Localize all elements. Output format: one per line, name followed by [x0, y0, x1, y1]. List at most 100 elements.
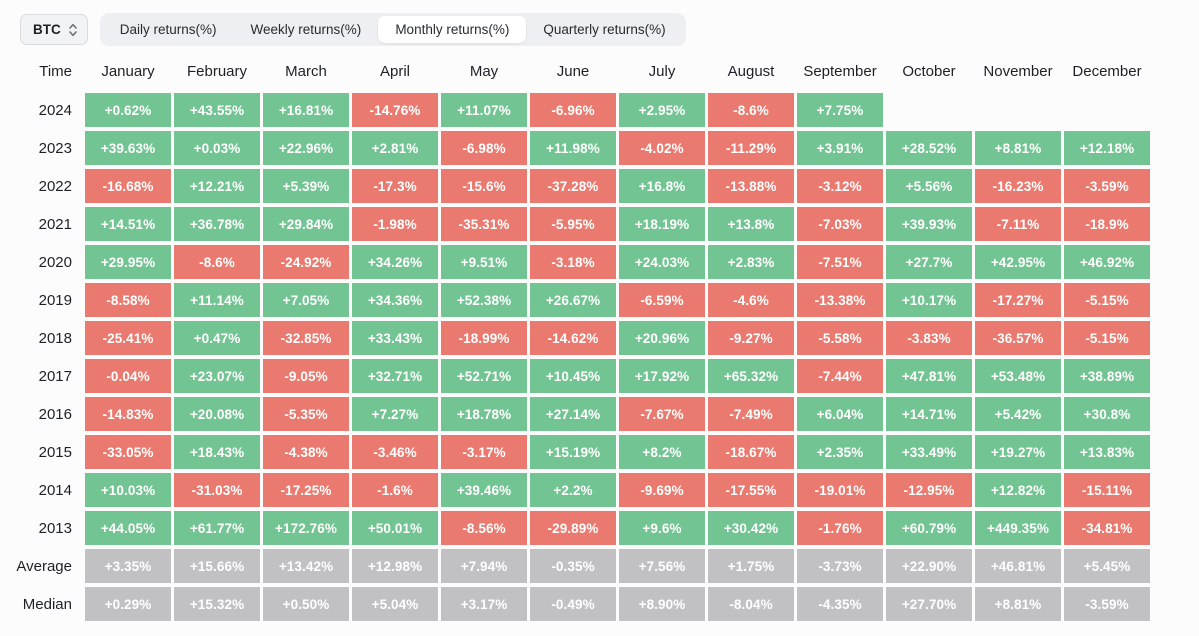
month-column-header: January	[101, 62, 155, 80]
return-cell: +30.8%	[1064, 397, 1150, 431]
return-cell: +18.19%	[619, 207, 705, 241]
table-row-2024: 2024 +0.62% +43.55% +16.81% -14.76% +11.07% -6…	[0, 93, 1199, 127]
table-row-2015: 2015 -33.05% +18.43% -4.38% -3.46% -3.17% +15.…	[0, 435, 1199, 469]
return-cell: +52.38%	[441, 283, 527, 317]
return-cell: +2.35%	[797, 435, 883, 469]
return-cell: +172.76%	[263, 511, 349, 545]
return-cell: -17.55%	[708, 473, 794, 507]
return-cell: +30.42%	[708, 511, 794, 545]
return-cell: +0.29%	[85, 587, 171, 621]
return-cell: +22.96%	[263, 131, 349, 165]
return-cell: +24.03%	[619, 245, 705, 279]
return-cell: -37.28%	[530, 169, 616, 203]
row-label: 2023	[38, 139, 72, 157]
return-cell: +39.63%	[85, 131, 171, 165]
return-cell: +27.14%	[530, 397, 616, 431]
return-cell: -3.18%	[530, 245, 616, 279]
table-row-2013: 2013 +44.05% +61.77% +172.76% +50.01% -8.56% -…	[0, 511, 1199, 545]
return-cell: +33.49%	[886, 435, 972, 469]
table-row-2017: 2017 -0.04% +23.07% -9.05% +32.71% +52.71% +10…	[0, 359, 1199, 393]
return-cell: +47.81%	[886, 359, 972, 393]
return-cell: +0.50%	[263, 587, 349, 621]
return-cell	[886, 93, 972, 127]
month-column-header: December	[1072, 62, 1142, 80]
row-label: 2022	[38, 177, 72, 195]
return-cell: +39.46%	[441, 473, 527, 507]
tab-monthly-returns[interactable]: Monthly returns(%)	[378, 16, 527, 43]
row-label: 2020	[38, 253, 72, 271]
return-cell: -11.29%	[708, 131, 794, 165]
return-cell: +7.27%	[352, 397, 438, 431]
return-cell: +5.39%	[263, 169, 349, 203]
return-cell: -9.69%	[619, 473, 705, 507]
return-cell: -35.31%	[441, 207, 527, 241]
return-cell: +12.82%	[975, 473, 1061, 507]
return-cell: -29.89%	[530, 511, 616, 545]
return-cell: -13.38%	[797, 283, 883, 317]
return-cell: +27.7%	[886, 245, 972, 279]
return-cell: +18.43%	[174, 435, 260, 469]
return-cell: -7.03%	[797, 207, 883, 241]
tab-weekly-returns[interactable]: Weekly returns(%)	[250, 22, 362, 37]
select-updown-icon	[68, 22, 78, 38]
return-cell: -3.73%	[797, 549, 883, 583]
return-cell: -15.6%	[441, 169, 527, 203]
return-cell: -8.6%	[174, 245, 260, 279]
row-label: 2019	[38, 291, 72, 309]
return-cell: +2.83%	[708, 245, 794, 279]
return-cell: -5.35%	[263, 397, 349, 431]
row-label: 2014	[38, 481, 72, 499]
return-cell: +28.52%	[886, 131, 972, 165]
tab-daily-returns[interactable]: Daily returns(%)	[119, 22, 217, 37]
return-cell: +15.32%	[174, 587, 260, 621]
return-cell	[1064, 93, 1150, 127]
return-cell: -4.02%	[619, 131, 705, 165]
row-label: 2024	[38, 101, 72, 119]
table-row-2023: 2023 +39.63% +0.03% +22.96% +2.81% -6.98% +11.…	[0, 131, 1199, 165]
return-cell: -7.11%	[975, 207, 1061, 241]
return-cell: -0.35%	[530, 549, 616, 583]
month-column-header: June	[556, 62, 590, 80]
return-cell: +46.81%	[975, 549, 1061, 583]
return-cell: -18.99%	[441, 321, 527, 355]
monthly-returns-table: Time January February March April May June Jul…	[0, 60, 1199, 621]
return-cell: -3.46%	[352, 435, 438, 469]
return-cell: +20.96%	[619, 321, 705, 355]
return-cell: -6.98%	[441, 131, 527, 165]
return-cell: -36.57%	[975, 321, 1061, 355]
return-cell: +0.03%	[174, 131, 260, 165]
return-cell: -18.9%	[1064, 207, 1150, 241]
return-cell: +8.81%	[975, 587, 1061, 621]
return-cell: +43.55%	[174, 93, 260, 127]
return-cell: -25.41%	[85, 321, 171, 355]
return-cell: -5.58%	[797, 321, 883, 355]
return-cell: +2.95%	[619, 93, 705, 127]
tab-quarterly-returns[interactable]: Quarterly returns(%)	[543, 22, 666, 37]
return-cell: -19.01%	[797, 473, 883, 507]
return-cell: +7.75%	[797, 93, 883, 127]
return-cell: +60.79%	[886, 511, 972, 545]
return-cell: +5.42%	[975, 397, 1061, 431]
table-row-average: Average +3.35% +15.66% +13.42% +12.98% +7.94%…	[0, 549, 1199, 583]
return-cell: -12.95%	[886, 473, 972, 507]
return-cell: +19.27%	[975, 435, 1061, 469]
return-cell: -7.67%	[619, 397, 705, 431]
return-cell: -17.27%	[975, 283, 1061, 317]
return-cell: -18.67%	[708, 435, 794, 469]
return-cell: +44.05%	[85, 511, 171, 545]
return-cell: +9.6%	[619, 511, 705, 545]
return-cell: +11.14%	[174, 283, 260, 317]
return-cell: +16.81%	[263, 93, 349, 127]
return-cell: +14.51%	[85, 207, 171, 241]
return-cell: -17.25%	[263, 473, 349, 507]
return-cell: -8.04%	[708, 587, 794, 621]
asset-select-value: BTC	[33, 22, 61, 37]
return-cell: -9.05%	[263, 359, 349, 393]
return-cell: +14.71%	[886, 397, 972, 431]
asset-select[interactable]: BTC	[20, 14, 88, 45]
return-cell: +46.92%	[1064, 245, 1150, 279]
return-cell: +61.77%	[174, 511, 260, 545]
return-cell: -16.23%	[975, 169, 1061, 203]
month-column-header: March	[285, 62, 327, 80]
return-cell: +0.62%	[85, 93, 171, 127]
